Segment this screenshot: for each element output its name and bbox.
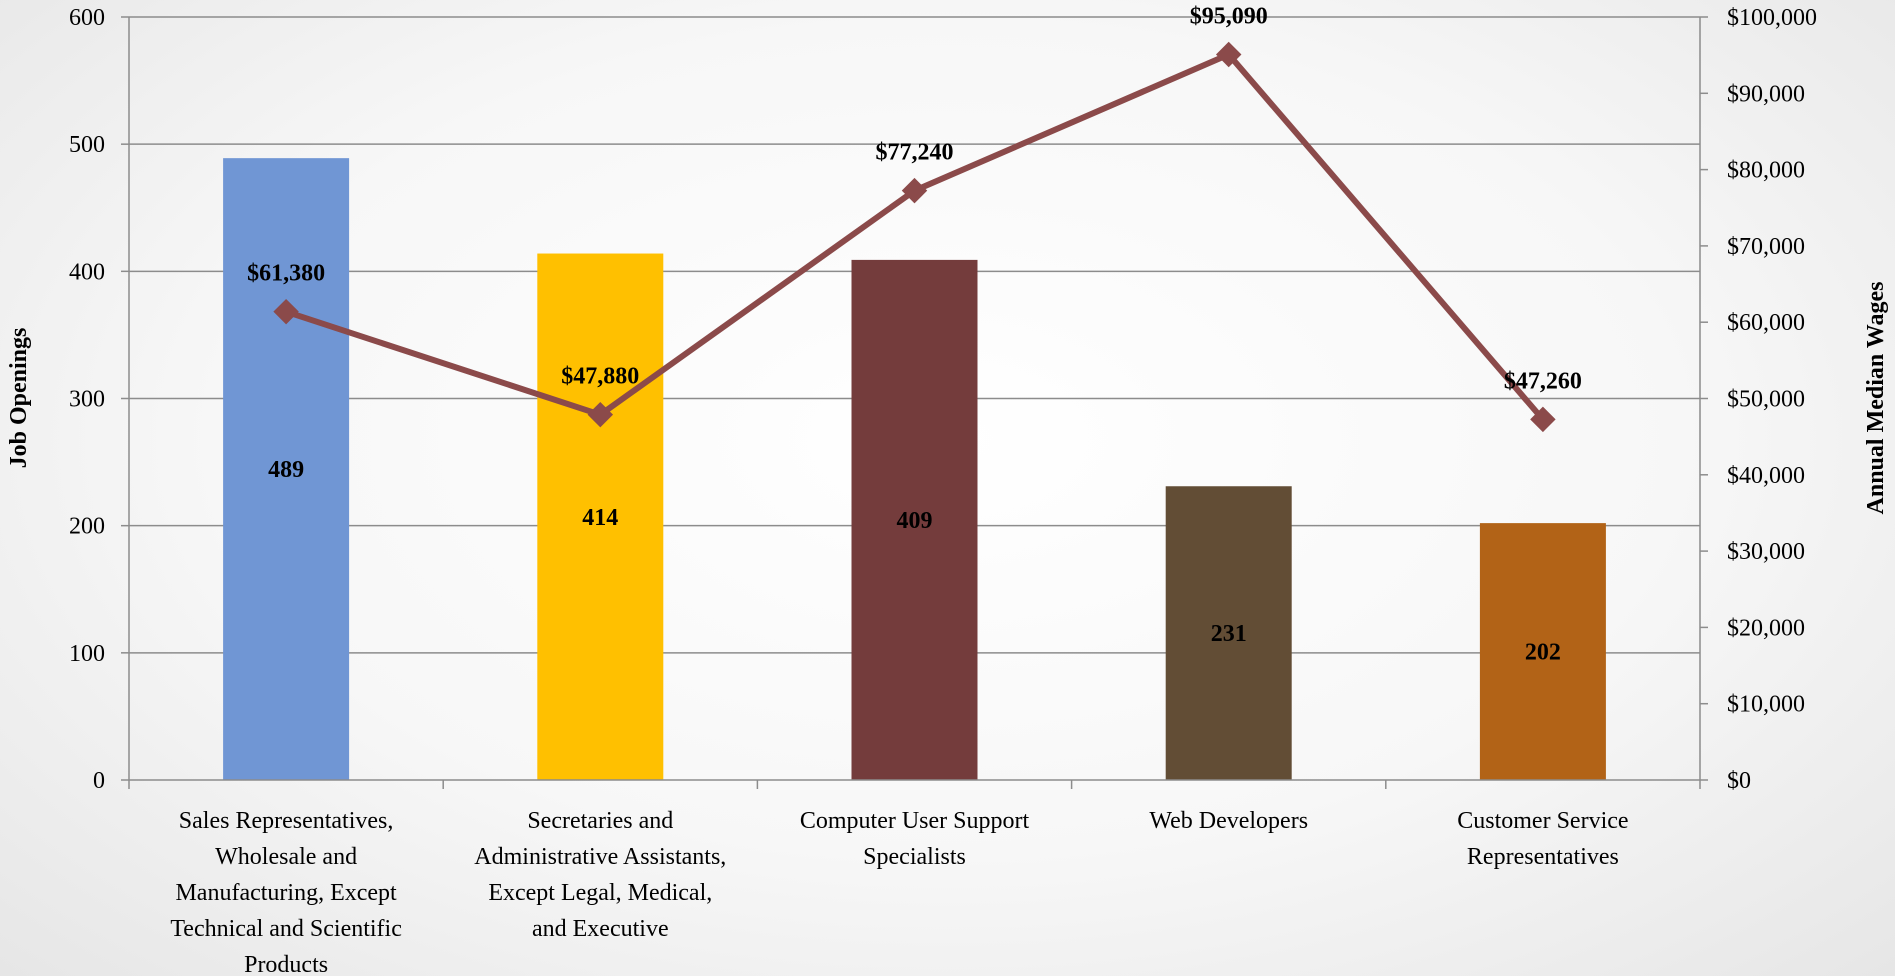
bar <box>851 259 978 781</box>
line-marker <box>901 177 928 204</box>
y-tick-label: 0 <box>93 768 105 794</box>
y2-tick-label: $0 <box>1727 768 1751 794</box>
y-axis-right-ticks: $0 $10,000 $20,000 $30,000 $40,000 $50,000 $60… <box>1727 5 1817 794</box>
y2-tick-label: $20,000 <box>1727 615 1805 641</box>
bar-series <box>223 158 1606 781</box>
y-tick-label: 400 <box>69 259 105 285</box>
category-label: Customer Service <box>1457 808 1628 834</box>
bar <box>537 253 664 780</box>
category-label: Specialists <box>863 844 966 870</box>
y2-tick-label: $80,000 <box>1727 158 1805 184</box>
category-label: Manufacturing, Except <box>175 880 397 906</box>
bar-value-label: 409 <box>897 508 933 534</box>
y-axis-right-title: Annual Median Wages <box>1863 282 1889 515</box>
data-labels: 489 414 409 231 202 $61,380 $47,880 $77,240 $95,… <box>247 3 1582 665</box>
category-label: Representatives <box>1467 844 1619 870</box>
y-axis-left-ticks: 0 100 200 300 400 500 600 <box>69 5 105 794</box>
category-label: Wholesale and <box>215 844 357 870</box>
category-label: and Executive <box>532 916 669 942</box>
line-series <box>273 41 1556 433</box>
line-value-label: $47,880 <box>561 364 639 390</box>
y-tick-label: 200 <box>69 514 105 540</box>
category-label: Computer User Support <box>800 808 1030 834</box>
category-label: Technical and Scientific <box>170 916 402 942</box>
y2-tick-label: $60,000 <box>1727 310 1805 336</box>
y2-tick-label: $100,000 <box>1727 5 1817 31</box>
bar <box>1479 523 1606 780</box>
category-label: Sales Representatives, <box>179 808 394 834</box>
category-label: Administrative Assistants, <box>474 844 726 870</box>
category-label: Web Developers <box>1149 808 1308 834</box>
y-tick-label: 100 <box>69 641 105 667</box>
y-tick-label: 600 <box>69 5 105 31</box>
bar-value-label: 414 <box>582 505 618 531</box>
bar <box>1165 486 1292 780</box>
y2-tick-label: $10,000 <box>1727 692 1805 718</box>
y2-tick-label: $50,000 <box>1727 387 1805 413</box>
y2-tick-label: $90,000 <box>1727 81 1805 107</box>
bar-value-label: 489 <box>268 457 304 483</box>
bar <box>223 158 350 780</box>
bar-value-label: 202 <box>1525 640 1561 666</box>
category-label: Except Legal, Medical, <box>488 880 712 906</box>
y-tick-label: 300 <box>69 387 105 413</box>
line-value-label: $77,240 <box>876 140 954 166</box>
category-label: Secretaries and <box>527 808 673 834</box>
line-value-label: $61,380 <box>247 261 325 287</box>
bar-value-label: 231 <box>1211 621 1247 647</box>
y2-tick-label: $40,000 <box>1727 463 1805 489</box>
axes <box>121 16 1708 789</box>
line-marker <box>273 298 299 325</box>
category-label: Products <box>244 952 328 976</box>
y2-tick-label: $70,000 <box>1727 234 1805 260</box>
line-value-label: $95,090 <box>1190 3 1268 29</box>
y-axis-left-title: Job Openings <box>6 328 32 469</box>
y2-tick-label: $30,000 <box>1727 539 1805 565</box>
y-tick-label: 500 <box>69 132 105 158</box>
x-axis-category-labels: Sales Representatives, Wholesale and Manuf… <box>170 808 1628 976</box>
line-marker <box>587 401 614 428</box>
line-value-label: $47,260 <box>1504 368 1582 394</box>
